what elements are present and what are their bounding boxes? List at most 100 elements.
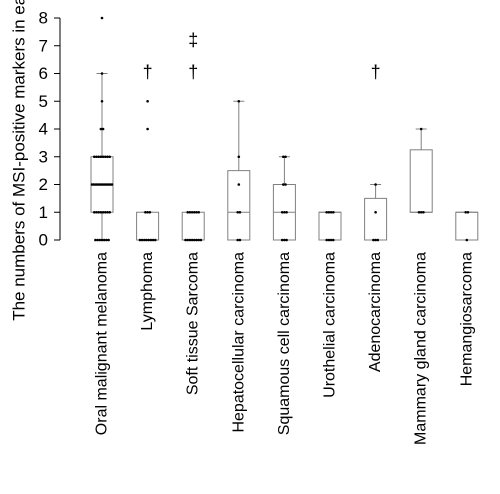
dagger-mark: † — [143, 62, 153, 82]
data-point — [145, 238, 148, 242]
data-point — [106, 155, 109, 159]
data-point — [195, 210, 198, 214]
data-point — [280, 210, 284, 214]
data-point — [376, 238, 380, 242]
data-point — [94, 238, 97, 242]
x-category-label: Hemangiosarcoma — [458, 252, 475, 386]
data-point — [190, 238, 194, 242]
data-point — [329, 210, 333, 214]
data-point — [107, 238, 110, 242]
data-point — [188, 210, 192, 214]
data-point — [237, 155, 241, 159]
data-point — [151, 238, 155, 242]
x-category-label: Squamous cell carcinoma — [276, 252, 293, 435]
data-point — [95, 210, 98, 214]
data-point — [238, 238, 242, 242]
data-point — [325, 210, 329, 214]
data-point — [332, 210, 335, 214]
data-point — [417, 210, 421, 214]
y-tick-label: 7 — [39, 36, 48, 55]
y-tick-label: 0 — [39, 231, 48, 250]
box-0 — [90, 16, 114, 242]
data-point — [419, 127, 423, 131]
box-6 — [364, 183, 388, 242]
data-point — [96, 238, 99, 242]
data-point — [95, 155, 98, 159]
data-point — [106, 210, 109, 214]
data-point — [283, 238, 286, 242]
data-point — [102, 238, 106, 242]
data-point — [148, 210, 152, 214]
data-point — [101, 127, 105, 131]
data-point — [284, 155, 287, 159]
data-point — [236, 238, 239, 242]
data-point — [465, 238, 469, 242]
data-point — [138, 238, 142, 242]
data-point — [97, 155, 100, 159]
data-point — [197, 238, 200, 242]
data-point — [466, 210, 470, 214]
data-point — [372, 238, 375, 242]
dagger-mark: † — [371, 62, 381, 82]
data-point — [140, 238, 144, 242]
data-point — [149, 238, 153, 242]
data-point — [144, 210, 147, 214]
data-point — [332, 238, 335, 242]
data-point — [100, 72, 104, 75]
data-point — [284, 183, 287, 186]
box-iqr — [181, 211, 205, 241]
box-iqr — [318, 211, 342, 241]
data-point — [188, 238, 192, 242]
data-point — [104, 210, 107, 214]
data-point — [195, 238, 198, 242]
data-point — [238, 210, 242, 214]
data-point — [327, 210, 331, 214]
data-point — [374, 210, 377, 214]
data-point — [186, 210, 189, 214]
box-2 — [181, 210, 205, 242]
box-iqr — [455, 211, 479, 241]
box-8 — [455, 210, 479, 242]
x-category-label: Mammary gland carcinoma — [413, 252, 430, 445]
data-point — [93, 210, 96, 214]
box-iqr — [409, 149, 433, 213]
data-point — [146, 127, 149, 131]
data-point — [190, 210, 194, 214]
data-point — [193, 238, 196, 242]
y-tick-label: 8 — [39, 9, 48, 28]
double-dagger-mark: ‡ — [188, 30, 198, 50]
x-category-label: Hepatocellular carcinoma — [230, 252, 247, 433]
data-point — [419, 210, 423, 214]
data-point — [147, 238, 150, 242]
data-point — [101, 210, 105, 214]
x-category-label: Oral malignant melanoma — [94, 252, 111, 435]
y-tick-label: 1 — [39, 203, 48, 222]
y-axis-label: The numbers of MSI-positive markers in e… — [9, 0, 28, 321]
data-point — [104, 155, 107, 159]
data-point — [282, 155, 285, 159]
data-point — [146, 210, 149, 214]
data-point — [101, 155, 105, 159]
box-3 — [227, 99, 251, 242]
data-point — [108, 210, 111, 214]
data-point — [283, 210, 286, 214]
data-point — [327, 238, 331, 242]
box-iqr — [227, 170, 251, 241]
y-tick-label: 4 — [39, 120, 48, 139]
data-point — [422, 210, 425, 214]
data-point — [374, 238, 377, 242]
x-category-label: Soft tissue Sarcoma — [185, 252, 202, 395]
data-point — [93, 155, 96, 159]
box-7 — [409, 127, 433, 214]
y-tick-label: 3 — [39, 147, 48, 166]
data-point — [199, 238, 203, 242]
box-1 — [136, 99, 160, 242]
box-iqr — [364, 197, 388, 241]
data-point — [154, 238, 157, 242]
data-point — [146, 99, 149, 103]
data-point — [99, 210, 103, 214]
data-point — [110, 183, 114, 186]
plot-area: †‡††‡†† — [90, 16, 479, 242]
data-point — [237, 183, 241, 186]
